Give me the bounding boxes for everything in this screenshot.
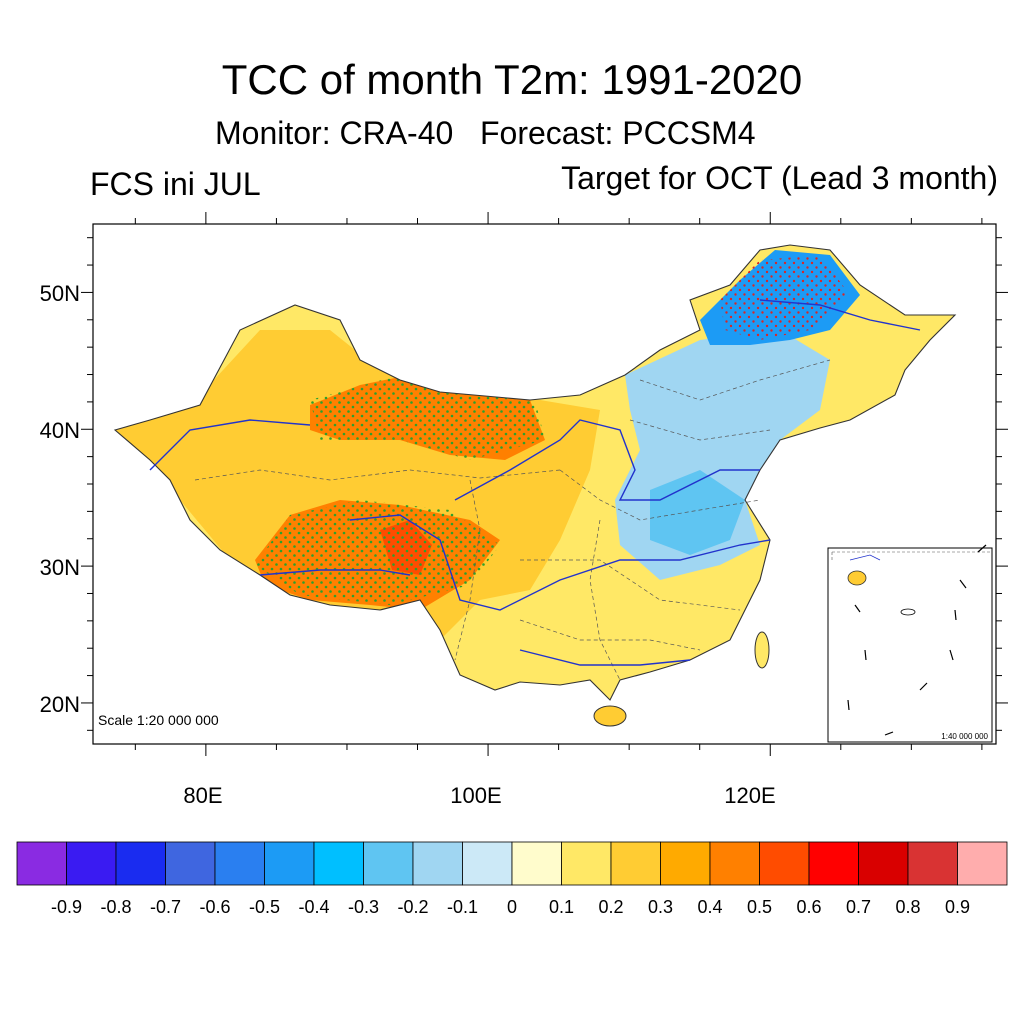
x-tick-label: 120E [724, 783, 775, 808]
colorbar-label: 0.5 [747, 897, 772, 917]
colorbar-label: 0.8 [895, 897, 920, 917]
inset-hainan [847, 570, 867, 586]
colorbar-labels: -0.9 -0.8 -0.7 -0.6 -0.5 -0.4 -0.3 -0.2 -0.1 0 0.1… [51, 897, 970, 917]
colorbar-swatch [759, 841, 810, 886]
colorbar-label: 0.9 [945, 897, 970, 917]
chart-title: TCC of month T2m: 1991-2020 [221, 56, 803, 103]
colorbar [16, 841, 1008, 886]
colorbar-swatch [660, 841, 711, 886]
colorbar-swatch [907, 841, 958, 886]
colorbar-label: -0.2 [397, 897, 428, 917]
amur-river [759, 299, 921, 331]
china-boundary [113, 244, 957, 701]
colorbar-label: -0.7 [150, 897, 181, 917]
axis-ticks [81, 212, 1008, 756]
colorbar-label: 0.6 [796, 897, 821, 917]
colorbar-swatch [511, 841, 562, 886]
stipple-tibet [255, 500, 500, 605]
colorbar-swatch [462, 841, 513, 886]
rivers [149, 299, 921, 666]
target-month-label: Target for OCT (Lead 3 month) [561, 160, 998, 196]
colorbar-swatch [610, 841, 661, 886]
colorbar-label: 0.1 [549, 897, 574, 917]
colorbar-swatch [66, 841, 117, 886]
y-tick-label: 20N [40, 692, 80, 717]
colorbar-label: -0.5 [249, 897, 280, 917]
pearl-river [519, 649, 691, 666]
colorbar-swatch [264, 841, 315, 886]
colorbar-swatch [214, 841, 265, 886]
colorbar-label: -0.1 [447, 897, 478, 917]
chart-subtitle: Monitor: CRA-40 Forecast: PCCSM4 [215, 115, 756, 151]
colorbar-swatch [561, 841, 612, 886]
y-tick-label: 50N [40, 281, 80, 306]
region-central-negative [650, 470, 745, 555]
taiwan-island [754, 631, 770, 669]
colorbar-swatch [858, 841, 909, 886]
colorbar-label: 0.7 [846, 897, 871, 917]
tarim-river [149, 419, 311, 471]
colorbar-swatch [16, 841, 67, 886]
inset-scale-label: 1:40 000 000 [941, 732, 988, 741]
yarlung-river [259, 569, 411, 576]
colorbar-swatch [363, 841, 414, 886]
colorbar-label: 0.4 [697, 897, 722, 917]
y-tick-label: 30N [40, 555, 80, 580]
colorbar-label: 0.2 [598, 897, 623, 917]
x-axis: 80E 100E 120E [183, 783, 775, 808]
colorbar-label: -0.3 [348, 897, 379, 917]
colorbar-swatch [165, 841, 216, 886]
x-tick-label: 100E [450, 783, 501, 808]
colorbar-swatch [115, 841, 166, 886]
colorbar-swatch [808, 841, 859, 886]
province-boundaries [194, 359, 831, 681]
init-month-label: FCS ini JUL [90, 166, 261, 202]
colorbar-label: -0.4 [298, 897, 329, 917]
colorbar-label: -0.8 [100, 897, 131, 917]
colorbar-label: 0.3 [648, 897, 673, 917]
colorbar-swatch [709, 841, 760, 886]
colorbar-label: 0 [507, 897, 517, 917]
hainan-island [593, 705, 627, 727]
south-china-sea-inset: 1:40 000 000 [827, 544, 993, 743]
colorbar-label: -0.9 [51, 897, 82, 917]
colorbar-swatch [412, 841, 463, 886]
yellow-river [454, 419, 760, 501]
yangtze-river [349, 514, 771, 611]
colorbar-label: -0.6 [199, 897, 230, 917]
y-axis: 20N 30N 40N 50N [40, 281, 80, 717]
colorbar-swatch [313, 841, 364, 886]
main-scale-label: Scale 1:20 000 000 [98, 712, 219, 728]
inset-island-dashes [847, 544, 987, 736]
y-tick-label: 40N [40, 418, 80, 443]
x-tick-label: 80E [183, 783, 222, 808]
stipple-northeast [720, 255, 850, 340]
colorbar-swatch [957, 841, 1008, 886]
